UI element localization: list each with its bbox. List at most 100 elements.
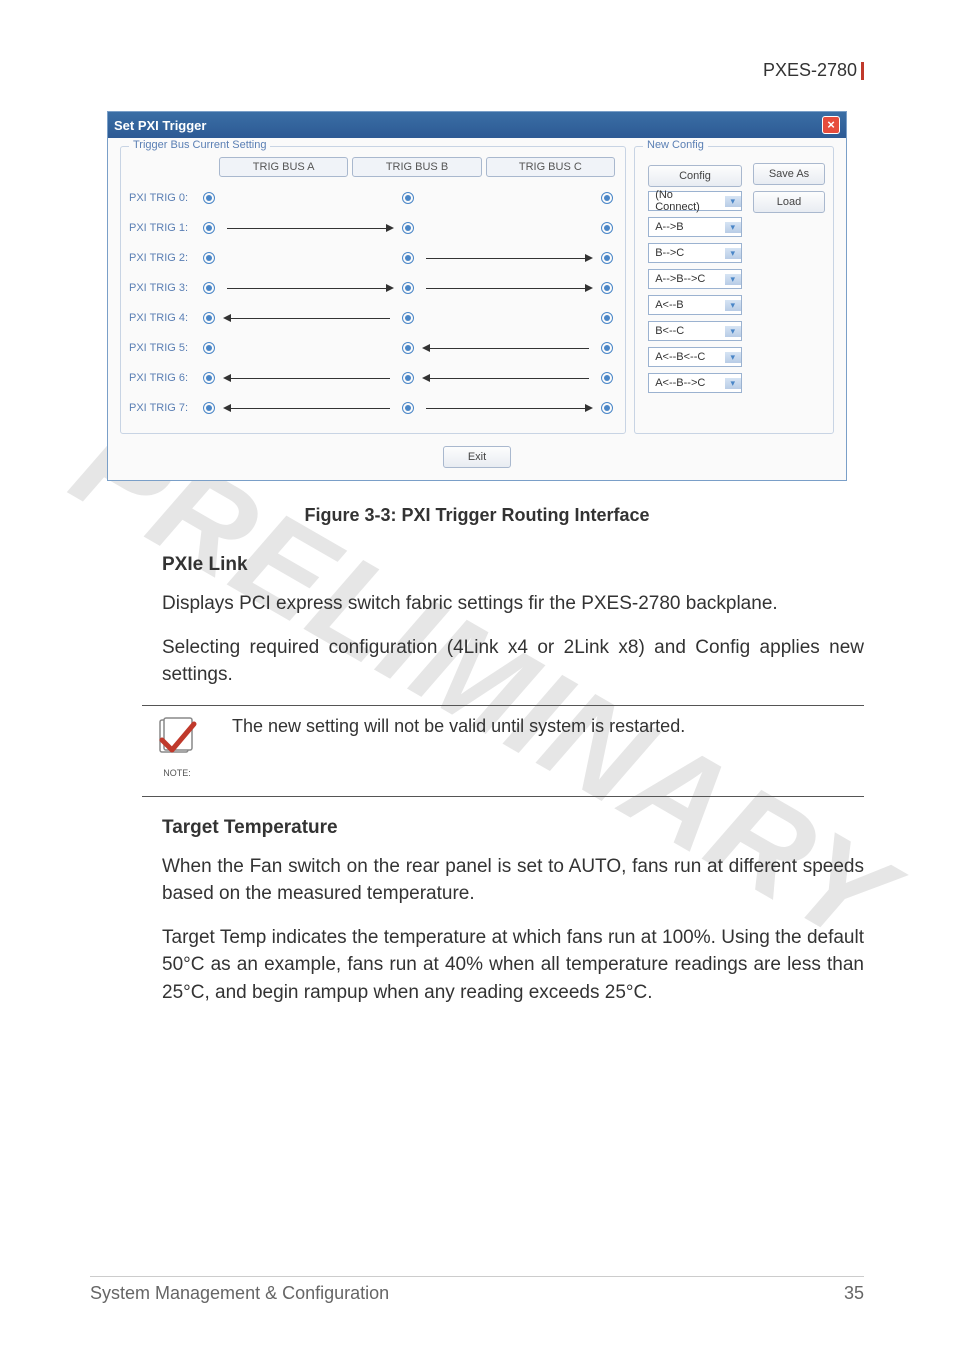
note-label: NOTE: xyxy=(163,768,191,778)
trigger-radio[interactable] xyxy=(203,282,215,294)
trigger-radio[interactable] xyxy=(402,282,414,294)
dialog-title-text: Set PXI Trigger xyxy=(114,118,206,133)
new-config-groupbox: New Config Config (No Connect)▾A-->B▾B--… xyxy=(634,146,834,434)
footer-section: System Management & Configuration xyxy=(90,1283,389,1304)
trigger-radio[interactable] xyxy=(402,192,414,204)
trigger-row-label: PXI TRIG 0: xyxy=(129,192,199,204)
trigger-radio[interactable] xyxy=(203,192,215,204)
config-select-value: A<--B-->C xyxy=(649,377,725,389)
pxie-link-heading: PXIe Link xyxy=(162,554,864,576)
footer-page-number: 35 xyxy=(844,1283,864,1304)
trigger-bus-groupbox: Trigger Bus Current Setting TRIG BUS A T… xyxy=(120,146,626,434)
trigger-row: PXI TRIG 7: xyxy=(129,393,617,423)
trigger-radio[interactable] xyxy=(601,342,613,354)
trigger-radio[interactable] xyxy=(601,252,613,264)
config-select-value: A<--B xyxy=(649,299,725,311)
chevron-down-icon[interactable]: ▾ xyxy=(725,300,741,311)
arrow-right xyxy=(418,398,597,418)
config-select-value: B<--C xyxy=(649,325,725,337)
trigger-radio[interactable] xyxy=(601,312,613,324)
arrow-right xyxy=(418,278,597,298)
target-temp-p1: When the Fan switch on the rear panel is… xyxy=(162,853,864,908)
config-select-value: (No Connect) xyxy=(649,189,725,213)
arrow-none xyxy=(418,218,597,238)
trigger-radio[interactable] xyxy=(601,222,613,234)
trigger-radio[interactable] xyxy=(203,342,215,354)
trigger-row-label: PXI TRIG 4: xyxy=(129,312,199,324)
arrow-left xyxy=(418,338,597,358)
config-select[interactable]: A-->B▾ xyxy=(648,217,742,237)
arrow-left xyxy=(219,308,398,328)
config-select[interactable]: B<--C▾ xyxy=(648,321,742,341)
arrow-left xyxy=(219,368,398,388)
trigger-radio[interactable] xyxy=(203,372,215,384)
trigger-row: PXI TRIG 6: xyxy=(129,363,617,393)
config-select-value: B-->C xyxy=(649,247,725,259)
trigger-radio[interactable] xyxy=(203,222,215,234)
trigger-row: PXI TRIG 4: xyxy=(129,303,617,333)
trigger-radio[interactable] xyxy=(402,252,414,264)
set-pxi-trigger-dialog: Set PXI Trigger × Trigger Bus Current Se… xyxy=(107,111,847,481)
chevron-down-icon[interactable]: ▾ xyxy=(725,222,741,233)
note-block: NOTE: The new setting will not be valid … xyxy=(142,705,864,797)
arrow-right xyxy=(418,248,597,268)
load-button[interactable]: Load xyxy=(753,191,825,213)
chevron-down-icon[interactable]: ▾ xyxy=(725,378,741,389)
trigger-row: PXI TRIG 0: xyxy=(129,183,617,213)
config-select-value: A-->B xyxy=(649,221,725,233)
note-text: The new setting will not be valid until … xyxy=(232,716,864,737)
arrow-left xyxy=(219,398,398,418)
chevron-down-icon[interactable]: ▾ xyxy=(725,326,741,337)
config-select[interactable]: A-->B-->C▾ xyxy=(648,269,742,289)
trigger-row-label: PXI TRIG 3: xyxy=(129,282,199,294)
chevron-down-icon[interactable]: ▾ xyxy=(725,248,741,259)
config-button[interactable]: Config xyxy=(648,165,742,187)
arrow-left xyxy=(418,368,597,388)
trigger-radio[interactable] xyxy=(203,402,215,414)
trigger-radio[interactable] xyxy=(402,312,414,324)
arrow-right xyxy=(219,218,398,238)
close-icon[interactable]: × xyxy=(822,116,840,134)
trigger-row-label: PXI TRIG 7: xyxy=(129,402,199,414)
trigger-radio[interactable] xyxy=(601,192,613,204)
chevron-down-icon[interactable]: ▾ xyxy=(725,274,741,285)
arrow-none xyxy=(219,188,398,208)
trigger-row: PXI TRIG 2: xyxy=(129,243,617,273)
trigger-row-label: PXI TRIG 5: xyxy=(129,342,199,354)
trigger-radio[interactable] xyxy=(601,402,613,414)
config-select[interactable]: A<--B<--C▾ xyxy=(648,347,742,367)
chevron-down-icon[interactable]: ▾ xyxy=(725,196,741,207)
trigger-radio[interactable] xyxy=(601,372,613,384)
bus-b-header: TRIG BUS B xyxy=(352,157,481,177)
trigger-row: PXI TRIG 3: xyxy=(129,273,617,303)
arrow-none xyxy=(219,248,398,268)
target-temp-p2: Target Temp indicates the temperature at… xyxy=(162,924,864,1007)
trigger-radio[interactable] xyxy=(203,312,215,324)
config-select[interactable]: A<--B▾ xyxy=(648,295,742,315)
trigger-bus-groupbox-title: Trigger Bus Current Setting xyxy=(129,139,270,151)
arrow-none xyxy=(418,308,597,328)
bus-a-header: TRIG BUS A xyxy=(219,157,348,177)
trigger-radio[interactable] xyxy=(402,342,414,354)
trigger-radio[interactable] xyxy=(203,252,215,264)
pxie-link-p1: Displays PCI express switch fabric setti… xyxy=(162,590,864,618)
chevron-down-icon[interactable]: ▾ xyxy=(725,352,741,363)
trigger-row-label: PXI TRIG 6: xyxy=(129,372,199,384)
page-header: PXES-2780 xyxy=(90,60,864,81)
exit-button[interactable]: Exit xyxy=(443,446,511,468)
arrow-none xyxy=(418,188,597,208)
config-select[interactable]: B-->C▾ xyxy=(648,243,742,263)
save-as-button[interactable]: Save As xyxy=(753,163,825,185)
trigger-row-label: PXI TRIG 2: xyxy=(129,252,199,264)
page-footer: System Management & Configuration 35 xyxy=(90,1276,864,1304)
config-select[interactable]: (No Connect)▾ xyxy=(648,191,742,211)
trigger-radio[interactable] xyxy=(402,372,414,384)
trigger-radio[interactable] xyxy=(601,282,613,294)
arrow-none xyxy=(219,338,398,358)
config-select[interactable]: A<--B-->C▾ xyxy=(648,373,742,393)
trigger-radio[interactable] xyxy=(402,222,414,234)
trigger-row: PXI TRIG 5: xyxy=(129,333,617,363)
trigger-row-label: PXI TRIG 1: xyxy=(129,222,199,234)
trigger-radio[interactable] xyxy=(402,402,414,414)
new-config-groupbox-title: New Config xyxy=(643,139,708,151)
